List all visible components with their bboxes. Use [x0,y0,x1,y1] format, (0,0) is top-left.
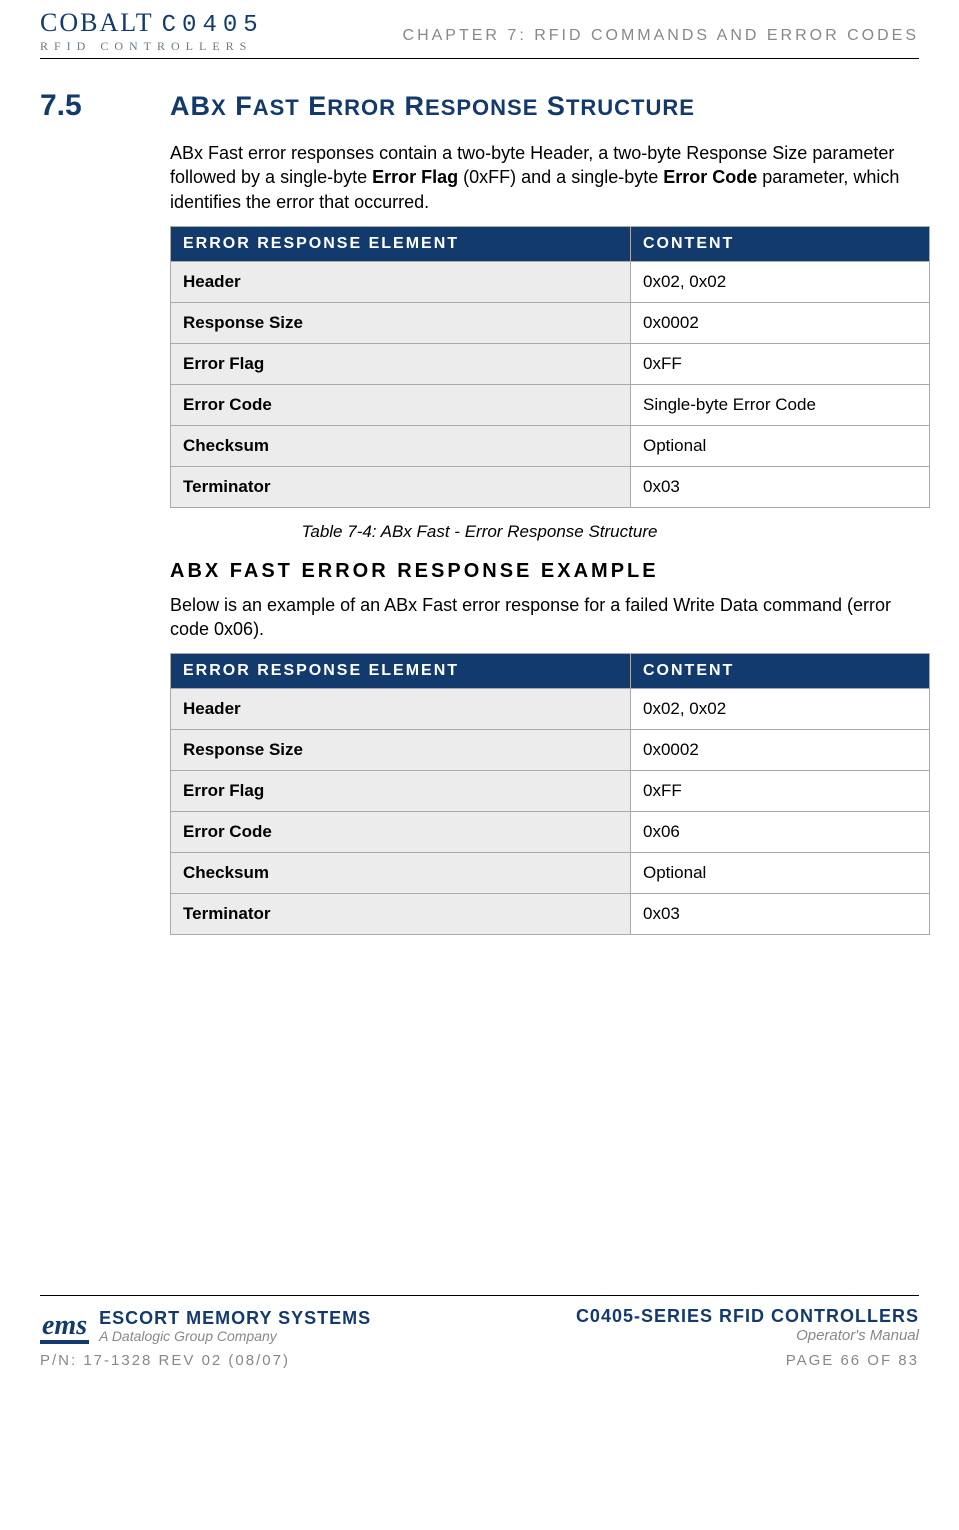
table1-col1-header: ERROR RESPONSE ELEMENT [171,226,631,261]
table-row: Error CodeSingle-byte Error Code [171,384,930,425]
table1-col2-header: CONTENT [631,226,930,261]
section-number: 7.5 [40,89,130,123]
table-row: Header0x02, 0x02 [171,261,930,302]
table-row: Error Flag0xFF [171,771,930,812]
logo-model: C0405 [162,12,264,39]
table1-caption: Table 7-4: ABx Fast - Error Response Str… [40,522,919,542]
table2-col1-header: ERROR RESPONSE ELEMENT [171,654,631,689]
footer-page: PAGE 66 OF 83 [786,1352,919,1369]
table-row: ChecksumOptional [171,425,930,466]
chapter-label: CHAPTER 7: RFID COMMANDS AND ERROR CODES [403,17,919,45]
footer-product-sub: Operator's Manual [576,1327,919,1344]
table-row: Response Size0x0002 [171,302,930,343]
footer-pn: P/N: 17-1328 REV 02 (08/07) [40,1352,290,1369]
table-row: Error Code0x06 [171,812,930,853]
example-heading: ABX FAST ERROR RESPONSE EXAMPLE [170,560,919,583]
footer-product-title: C0405-SERIES RFID CONTROLLERS [576,1306,919,1327]
example-text: Below is an example of an ABx Fast error… [170,593,919,642]
table-row: Terminator0x03 [171,894,930,935]
table-row: Terminator0x03 [171,466,930,507]
footer-company-sub: A Datalogic Group Company [99,1328,371,1344]
error-structure-table: ERROR RESPONSE ELEMENT CONTENT Header0x0… [170,226,930,508]
page-footer: ems ESCORT MEMORY SYSTEMS A Datalogic Gr… [40,1295,919,1369]
logo-main: COBALT [40,8,153,37]
table2-col2-header: CONTENT [631,654,930,689]
error-example-table: ERROR RESPONSE ELEMENT CONTENT Header0x0… [170,653,930,935]
table-row: Error Flag0xFF [171,343,930,384]
ems-logo-icon: ems [40,1313,89,1344]
table-row: Header0x02, 0x02 [171,689,930,730]
logo-block: COBALT C0405 RFID CONTROLLERS [40,10,264,52]
section-title: ABX FAST ERROR RESPONSE STRUCTURE [170,91,695,122]
page-header: COBALT C0405 RFID CONTROLLERS CHAPTER 7:… [40,0,919,59]
table-row: ChecksumOptional [171,853,930,894]
logo-subtitle: RFID CONTROLLERS [40,40,264,52]
section-intro: ABx Fast error responses contain a two-b… [170,141,919,214]
footer-company: ESCORT MEMORY SYSTEMS [99,1308,371,1329]
table-row: Response Size0x0002 [171,730,930,771]
